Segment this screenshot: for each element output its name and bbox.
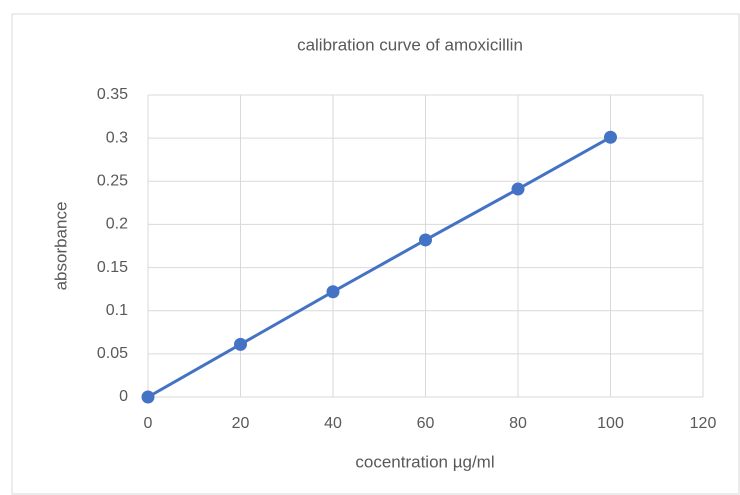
y-tick-label: 0.1 bbox=[106, 302, 128, 319]
x-tick-label: 80 bbox=[509, 415, 527, 432]
y-tick-label: 0.25 bbox=[97, 173, 128, 190]
x-tick-label: 100 bbox=[597, 415, 624, 432]
data-point bbox=[511, 182, 525, 196]
data-point bbox=[141, 390, 155, 404]
x-axis-label: cocentration µg/ml bbox=[355, 452, 494, 471]
data-point bbox=[326, 285, 340, 299]
data-point bbox=[234, 337, 247, 351]
y-tick-label: 0.2 bbox=[106, 216, 128, 233]
y-tick-label: 0.05 bbox=[97, 345, 128, 362]
data-point bbox=[419, 233, 432, 247]
y-tick-label: 0 bbox=[119, 388, 128, 405]
chart-border bbox=[11, 13, 740, 495]
x-tick-label: 40 bbox=[324, 415, 342, 432]
x-tick-label: 0 bbox=[144, 415, 153, 432]
y-tick-label: 0.15 bbox=[97, 259, 128, 276]
x-tick-label: 120 bbox=[690, 415, 717, 432]
chart-title: calibration curve of amoxicillin bbox=[297, 35, 523, 54]
y-axis-label: absorbance bbox=[51, 202, 70, 291]
x-tick-label: 60 bbox=[417, 415, 435, 432]
y-tick-label: 0.3 bbox=[106, 129, 128, 146]
data-point bbox=[604, 130, 617, 144]
x-tick-label: 20 bbox=[232, 415, 250, 432]
series-line bbox=[147, 135, 612, 399]
y-tick-label: 0.35 bbox=[97, 86, 128, 103]
